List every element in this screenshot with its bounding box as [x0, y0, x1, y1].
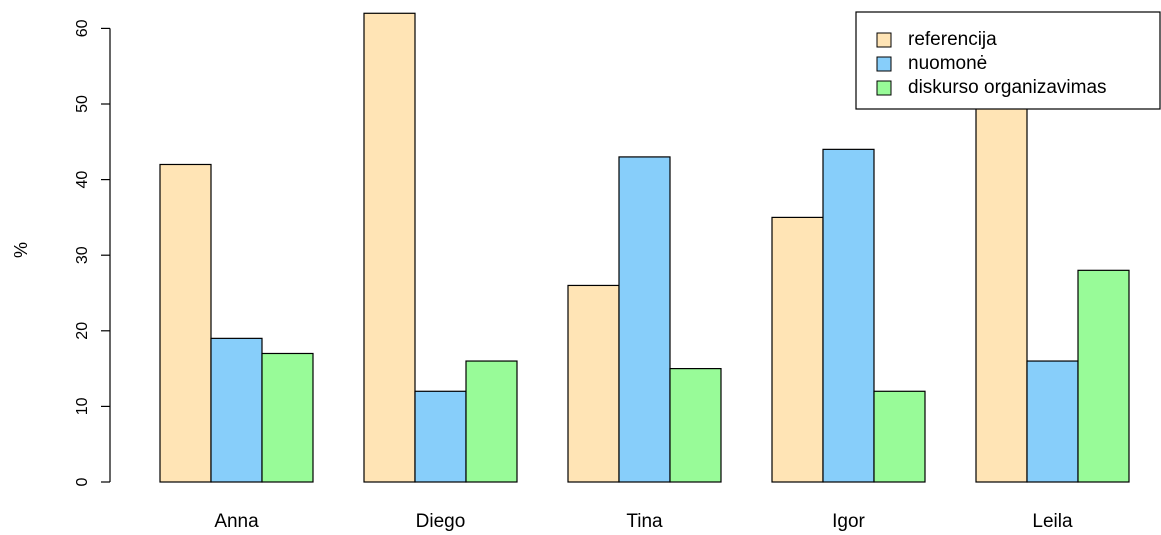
legend-swatch-0: [876, 32, 892, 48]
y-tick-label: 30: [74, 246, 91, 264]
y-tick-label: 50: [74, 95, 91, 113]
bar-tina-2: [669, 368, 722, 483]
bar-igor-2: [873, 390, 926, 483]
category-labels: Anna Diego Tina Igor Leila: [214, 511, 1073, 532]
legend-swatch-1: [876, 56, 892, 72]
category-label-igor: Igor: [832, 511, 865, 532]
bar-diego-0: [363, 12, 416, 483]
bar-anna-1: [210, 337, 263, 483]
legend-box: [855, 11, 1161, 110]
category-label-leila: Leila: [1032, 511, 1073, 532]
y-tick-label: 40: [74, 171, 91, 189]
y-tick-label: 60: [74, 19, 91, 37]
y-axis: 0 10 20 30 40 50 60: [74, 19, 111, 486]
y-axis-title: %: [11, 242, 31, 258]
bar-leila-1: [1026, 360, 1079, 483]
bar-leila-2: [1077, 269, 1130, 483]
y-tick-label: 20: [74, 322, 91, 340]
legend-label-0: referencija: [908, 29, 997, 50]
legend-label-1: nuomonė: [908, 53, 987, 74]
y-tick-label: 10: [74, 397, 91, 415]
category-label-anna: Anna: [214, 511, 259, 532]
category-label-diego: Diego: [416, 511, 466, 532]
legend-label-2: diskurso organizavimas: [908, 77, 1107, 98]
legend: referencija nuomonė diskurso organizavimas: [855, 11, 1161, 110]
bar-igor-0: [771, 216, 824, 483]
bar-leila-0: [975, 103, 1028, 483]
bar-igor-1: [822, 148, 875, 483]
bar-anna-0: [159, 163, 212, 483]
bar-tina-0: [567, 284, 620, 483]
bars-group: [159, 12, 1130, 483]
bar-tina-1: [618, 156, 671, 483]
category-label-tina: Tina: [626, 511, 663, 532]
bar-anna-2: [261, 352, 314, 483]
bar-diego-2: [465, 360, 518, 483]
legend-swatch-2: [876, 80, 892, 96]
bar-diego-1: [414, 390, 467, 483]
y-tick-label: 0: [74, 477, 91, 486]
